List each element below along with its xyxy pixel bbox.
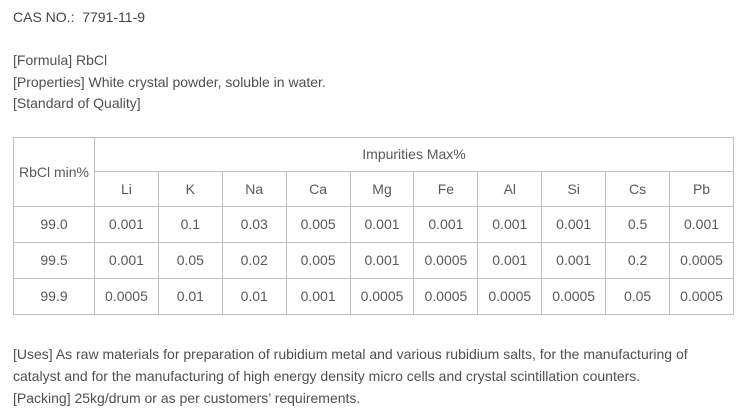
col-header-si: Si	[541, 170, 607, 207]
col-header-fe: Fe	[413, 170, 479, 207]
impurity-cell: 0.001	[349, 241, 415, 279]
col-header-ca: Ca	[285, 170, 351, 207]
uses-paragraph: [Uses] As raw materials for preparation …	[13, 345, 688, 384]
impurity-cell: 0.001	[477, 241, 543, 279]
impurity-cell: 0.01	[157, 277, 223, 315]
impurity-cell: 0.001	[477, 205, 543, 243]
purity-cell: 99.5	[13, 241, 95, 279]
impurity-cell: 0.001	[413, 205, 479, 243]
impurity-cell: 0.05	[157, 241, 223, 279]
col-header-li: Li	[94, 170, 159, 207]
impurity-cell: 0.0005	[349, 277, 415, 315]
impurity-cell: 0.0005	[669, 241, 734, 279]
impurity-cell: 0.2	[605, 241, 671, 279]
impurity-cell: 0.001	[541, 205, 607, 243]
footer-block: [Uses] As raw materials for preparation …	[13, 343, 735, 409]
purity-cell: 99.9	[13, 277, 95, 315]
impurity-cell: 0.005	[285, 241, 351, 279]
col-header-mg: Mg	[349, 170, 415, 207]
impurity-cell: 0.0005	[477, 277, 543, 315]
impurity-cell: 0.01	[221, 277, 287, 315]
impurity-cell: 0.0005	[94, 277, 159, 315]
properties-line: [Properties] White crystal powder, solub…	[13, 73, 326, 90]
impurity-cell: 0.0005	[413, 241, 479, 279]
impurity-cell: 0.02	[221, 241, 287, 279]
impurity-cell: 0.001	[669, 205, 734, 243]
col-header-na: Na	[221, 170, 287, 207]
col-header-k: K	[157, 170, 223, 207]
impurity-cell: 0.1	[157, 205, 223, 243]
impurity-cell: 0.005	[285, 205, 351, 243]
impurity-cell: 0.001	[94, 205, 159, 243]
impurity-cell: 0.0005	[669, 277, 734, 315]
impurity-cell: 0.05	[605, 277, 671, 315]
impurity-cell: 0.001	[285, 277, 351, 315]
impurities-max-header: Impurities Max%	[94, 136, 734, 172]
impurity-cell: 0.0005	[413, 277, 479, 315]
col-header-pb: Pb	[669, 170, 734, 207]
impurity-cell: 0.03	[221, 205, 287, 243]
table-row: 99.0 0.001 0.1 0.03 0.005 0.001 0.001 0.…	[13, 205, 734, 243]
quality-standard-table: RbCl min% Impurities Max% Li K Na Ca Mg …	[13, 136, 734, 315]
table-row: 99.5 0.001 0.05 0.02 0.005 0.001 0.0005 …	[13, 241, 734, 279]
purity-cell: 99.0	[13, 205, 95, 243]
table-group-header-row: RbCl min% Impurities Max%	[13, 136, 734, 207]
impurity-cell: 0.5	[605, 205, 671, 243]
impurity-cell: 0.001	[349, 205, 415, 243]
formula-line: [Formula] RbCl	[13, 52, 108, 68]
standard-of-quality-line: [Standard of Quality]	[13, 95, 141, 111]
col-header-al: Al	[477, 170, 543, 207]
impurity-cell: 0.001	[94, 241, 159, 279]
col-header-cs: Cs	[605, 170, 671, 207]
table-column-header-row: Li K Na Ca Mg Fe Al Si Cs Pb	[14, 170, 734, 207]
packing-line: [Packing] 25kg/drum or as per customers’…	[13, 389, 361, 406]
impurity-cell: 0.0005	[541, 277, 607, 315]
impurity-cell: 0.001	[541, 241, 607, 279]
info-block: [Formula] RbCl [Properties] White crysta…	[13, 50, 734, 115]
cas-number-line: CAS NO.: 7791-11-9	[13, 9, 146, 25]
rbcl-min-header: RbCl min%	[13, 136, 95, 207]
table-row: 99.9 0.0005 0.01 0.01 0.001 0.0005 0.000…	[13, 277, 734, 315]
